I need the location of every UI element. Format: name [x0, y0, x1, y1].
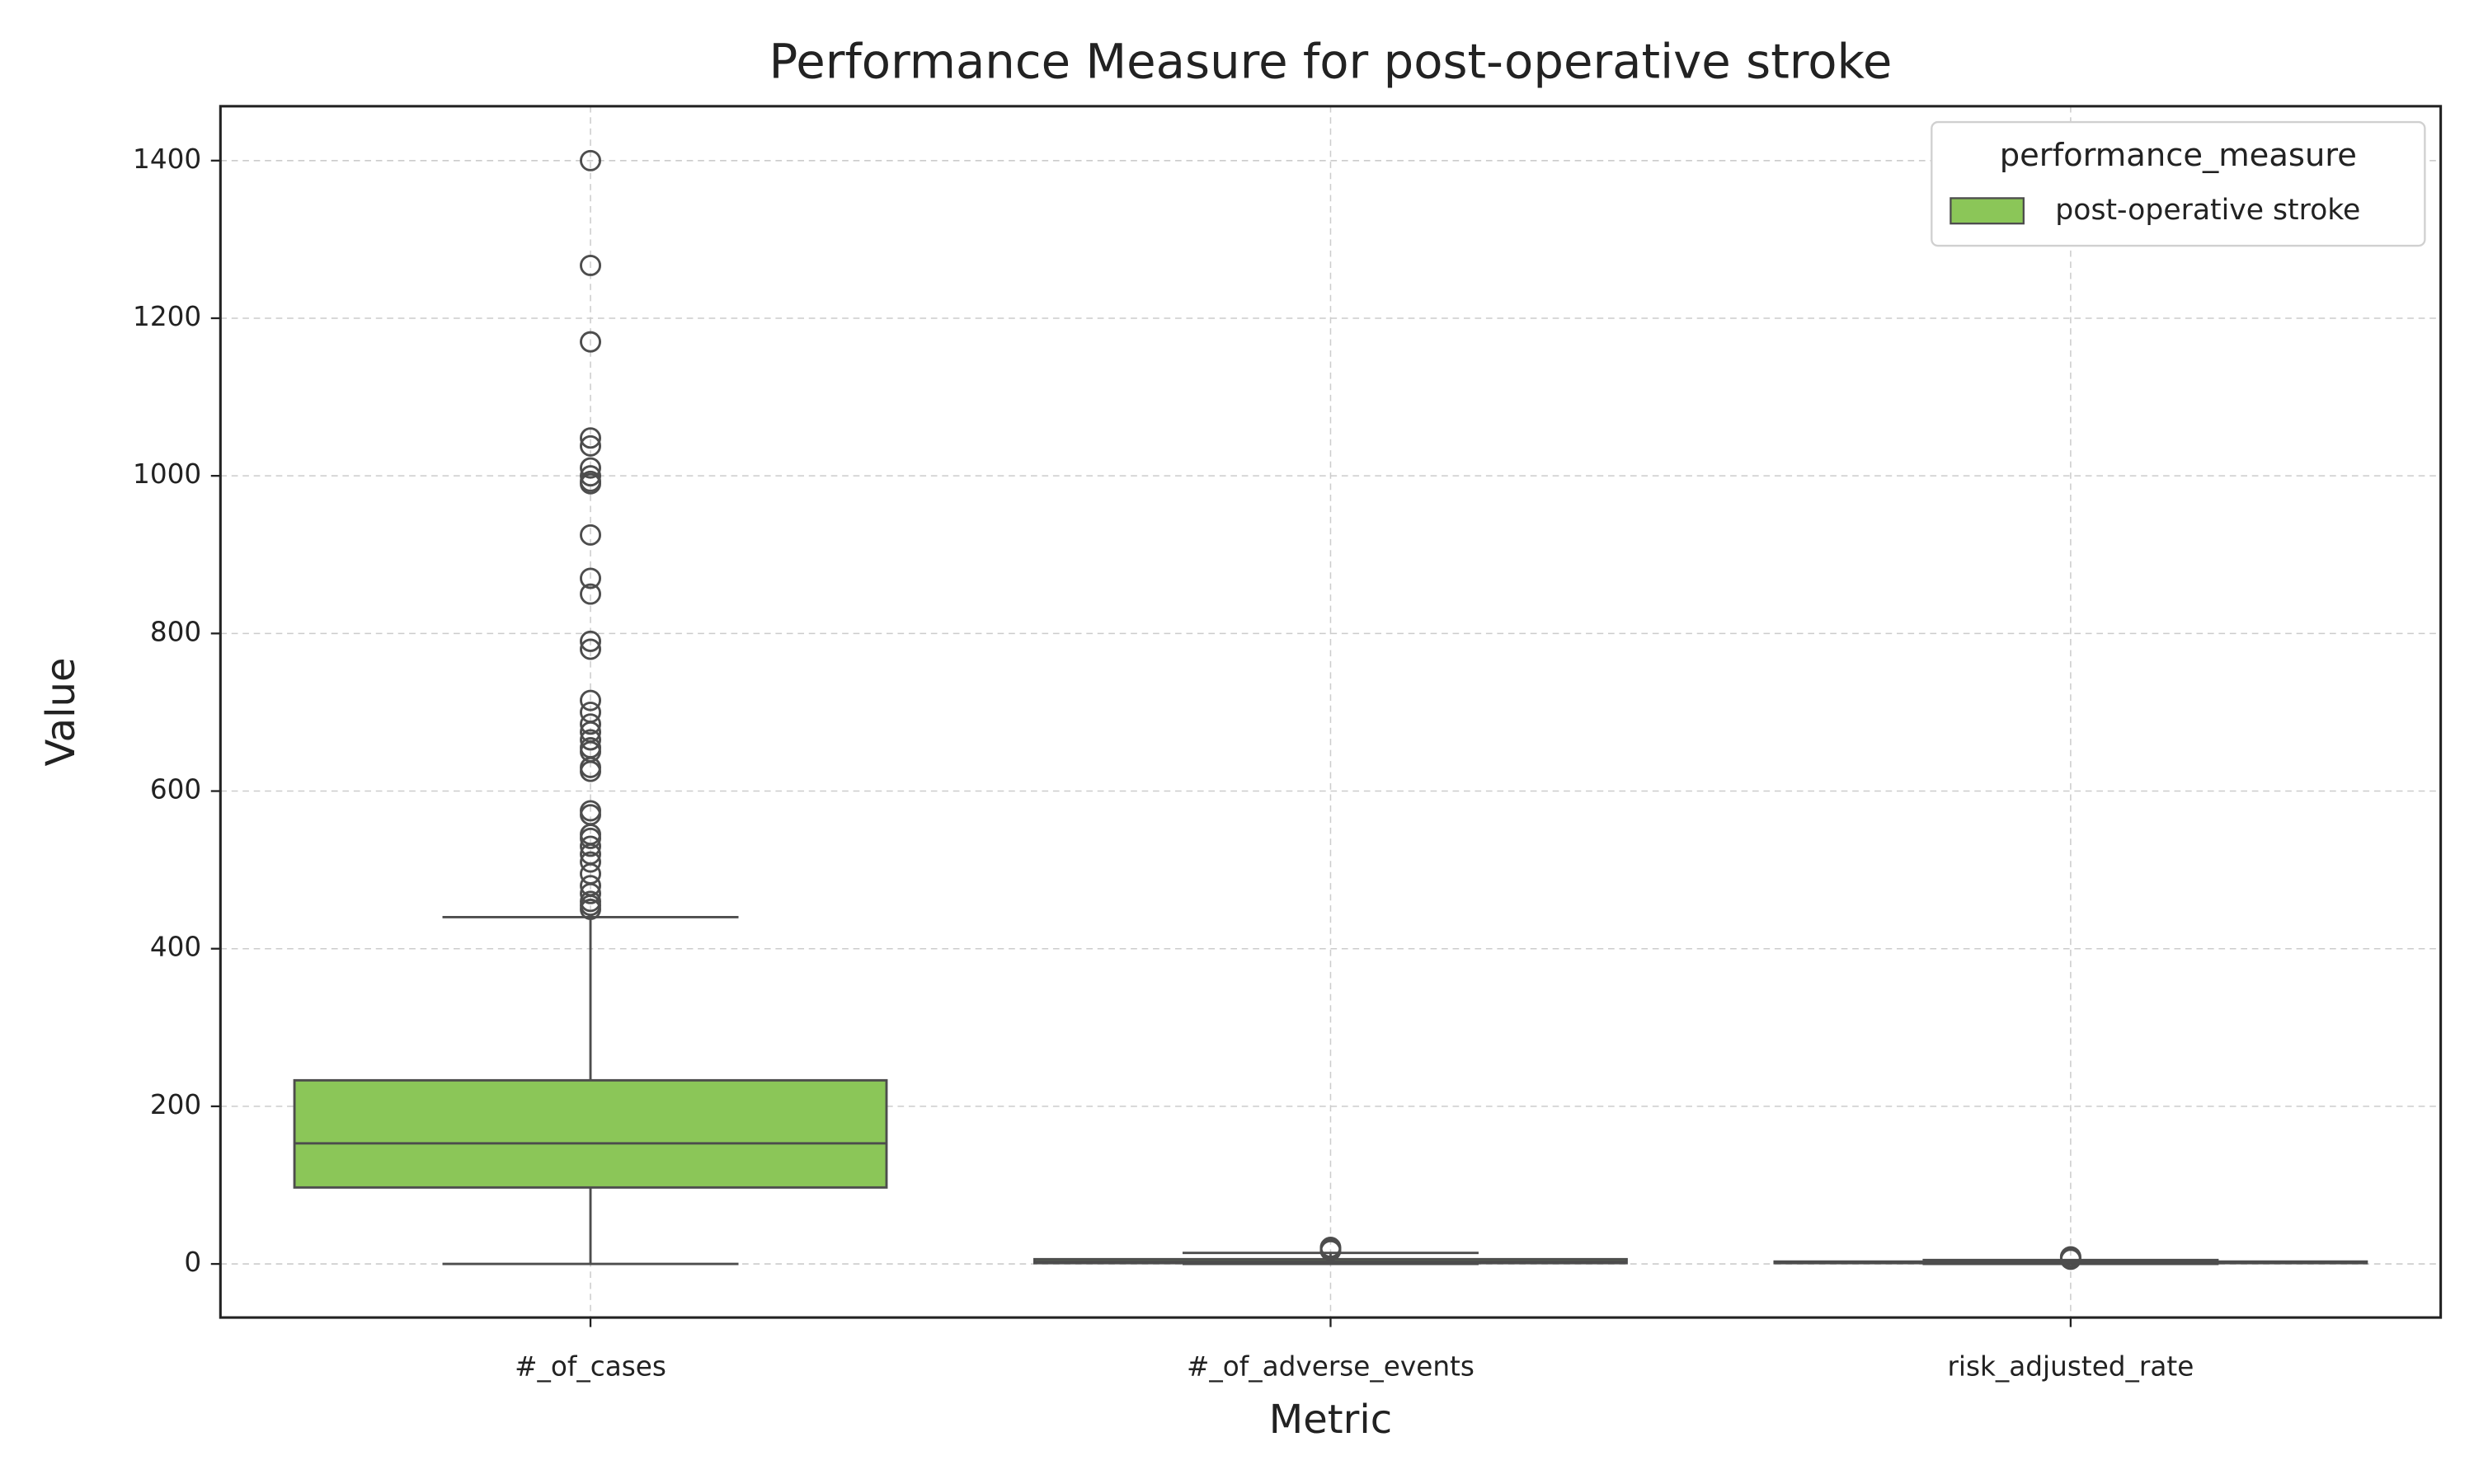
- y-axis-label: Value: [38, 657, 84, 766]
- chart-title: Performance Measure for post-operative s…: [769, 33, 1893, 89]
- legend-swatch: [1950, 197, 2025, 225]
- outlier: [580, 851, 602, 873]
- x-tick-label: risk_adjusted_rate: [1947, 1351, 2194, 1383]
- y-tick-label: 1000: [133, 458, 201, 490]
- outlier: [580, 331, 602, 353]
- outlier: [580, 254, 602, 276]
- outlier: [580, 729, 602, 751]
- outlier: [580, 434, 602, 457]
- outlier: [1319, 1237, 1342, 1258]
- y-tick-label: 0: [184, 1247, 201, 1278]
- outlier: [580, 583, 602, 605]
- x-tick-label: #_of_adverse_events: [1187, 1351, 1475, 1383]
- y-tick-label: 1200: [133, 301, 201, 332]
- outlier: [580, 827, 602, 849]
- outlier: [580, 713, 602, 735]
- outlier: [580, 689, 602, 711]
- outlier: [580, 149, 602, 171]
- outlier: [580, 567, 602, 589]
- legend-frame: [1931, 120, 2426, 247]
- outlier: [580, 630, 602, 652]
- plot-frame: [219, 105, 2443, 1319]
- outlier: [580, 882, 602, 904]
- outlier: [580, 835, 602, 857]
- outlier: [580, 465, 602, 487]
- legend: performance_measure post-operative stroke: [1931, 120, 2426, 247]
- legend-label: post-operative stroke: [2055, 194, 2360, 227]
- outlier: [580, 760, 602, 782]
- outlier: [580, 472, 602, 495]
- outlier: [580, 638, 602, 660]
- y-tick-label: 200: [150, 1089, 201, 1120]
- outlier: [580, 524, 602, 546]
- x-axis-label: Metric: [1269, 1397, 1392, 1443]
- y-tick-label: 400: [150, 932, 201, 963]
- legend-title: performance_measure: [2000, 137, 2357, 174]
- outlier: [2059, 1246, 2081, 1268]
- outlier: [580, 427, 602, 449]
- box: [293, 1078, 888, 1189]
- y-tick-label: 800: [150, 616, 201, 647]
- y-tick-label: 1400: [133, 143, 201, 175]
- y-tick-label: 600: [150, 774, 201, 805]
- outlier: [580, 457, 602, 479]
- outlier: [580, 898, 602, 920]
- x-tick-label: #_of_cases: [515, 1351, 666, 1383]
